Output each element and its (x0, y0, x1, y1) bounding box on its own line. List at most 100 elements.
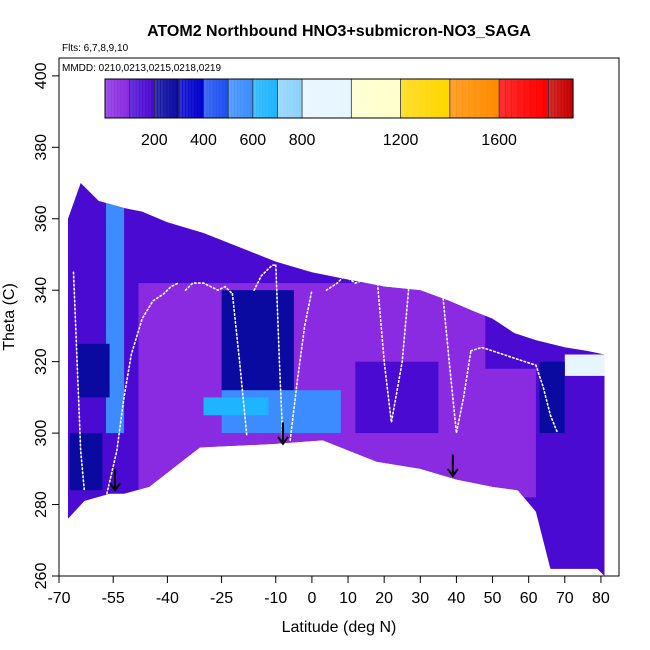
colorbar-swatch-4 (225, 79, 229, 118)
colorbar-swatch-0 (108, 79, 112, 118)
colorbar-swatch-0 (123, 79, 128, 118)
colorbar-swatch-12 (505, 79, 513, 118)
colorbar-swatch-10 (443, 79, 451, 118)
x-tick-label: 80 (592, 590, 610, 607)
annotation-arrow-0 (109, 468, 121, 492)
colorbar-swatch-13 (560, 79, 565, 118)
colorbar-swatch-11 (474, 79, 482, 118)
colorbar-swatch-7 (298, 79, 303, 118)
colorbar-swatch-4 (209, 79, 214, 118)
colorbar-swatch-3 (178, 79, 183, 118)
colorbar-swatch-11 (449, 79, 457, 118)
y-tick-label: 320 (33, 348, 50, 375)
colorbar-swatch-7 (289, 79, 294, 118)
colorbar-swatch-1 (151, 79, 155, 118)
x-tick-label: -25 (210, 590, 233, 607)
colorbar-swatch-7 (277, 79, 282, 118)
x-tick-label: 70 (556, 590, 574, 607)
y-tick-label: 300 (33, 420, 50, 447)
colorbar-swatch-8 (314, 79, 322, 118)
heatmap-region-10 (355, 361, 439, 434)
colorbar-swatch-2 (172, 79, 177, 118)
colorbar-swatch-8 (320, 79, 328, 118)
colorbar-swatch-8 (302, 79, 309, 118)
colorbar-swatch-5 (249, 79, 254, 118)
colorbar-swatch-4 (218, 79, 223, 118)
colorbar-swatch-13 (563, 79, 568, 118)
colorbar-swatch-10 (425, 79, 432, 118)
x-tick-label: 40 (448, 590, 466, 607)
heatmap-region-5 (106, 200, 125, 434)
heatmap-region-7 (564, 354, 605, 376)
y-tick-label: 400 (33, 62, 50, 89)
colorbar-swatch-11 (462, 79, 469, 118)
x-tick-label: 0 (307, 590, 316, 607)
y-tick-label: 360 (33, 205, 50, 232)
colorbar-tick-label: 800 (289, 132, 316, 149)
colorbar-swatch-0 (126, 79, 131, 118)
axes: -70 -55 -40 -25 -10 0 10 20 30 40 50 60 70 80 260 280 30… (33, 62, 610, 607)
x-axis-label: Latitude (deg N) (282, 619, 397, 636)
heatmap-region-4 (203, 397, 269, 416)
colorbar-swatch-13 (569, 79, 574, 118)
colorbar-swatch-7 (295, 79, 300, 118)
colorbar-swatch-7 (280, 79, 285, 118)
colorbar-swatch-11 (480, 79, 488, 118)
colorbar-swatch-4 (215, 79, 220, 118)
flight-track-9 (441, 285, 472, 434)
colorbar-swatch-13 (551, 79, 556, 118)
colorbar-swatch-9 (382, 79, 389, 118)
colorbar-swatch-10 (419, 79, 426, 118)
colorbar-swatch-8 (345, 79, 352, 118)
flights-subtitle: Flts: 6,7,8,9,10 (62, 43, 129, 54)
colorbar-swatch-0 (105, 79, 109, 118)
flight-track-2 (231, 292, 248, 438)
colorbar-swatch-11 (492, 79, 500, 118)
colorbar-swatch-2 (166, 79, 171, 118)
colorbar-swatch-8 (332, 79, 340, 118)
colorbar-swatch-1 (129, 79, 134, 118)
colorbar-tick-label: 1600 (481, 132, 517, 149)
colorbar-swatch-9 (375, 79, 383, 118)
colorbar-swatch-6 (268, 79, 272, 118)
x-tick-label: -40 (156, 590, 179, 607)
flight-track-1 (184, 282, 234, 295)
flight-track-12 (72, 271, 86, 492)
y-tick-label: 280 (33, 491, 50, 518)
colorbar-swatch-10 (412, 79, 420, 118)
colorbar-swatch-6 (262, 79, 266, 118)
colorbar-swatch-7 (286, 79, 291, 118)
colorbar-swatch-11 (486, 79, 494, 118)
colorbar-swatch-12 (536, 79, 543, 118)
flight-track-7 (376, 275, 411, 423)
x-tick-label: 30 (411, 590, 429, 607)
colorbar-swatch-11 (468, 79, 476, 118)
colorbar-swatch-8 (339, 79, 346, 118)
colorbar-swatch-1 (138, 79, 143, 118)
colorbar-swatch-5 (243, 79, 248, 118)
colorbar-swatch-10 (437, 79, 445, 118)
colorbar-swatch-2 (154, 79, 158, 118)
y-axis-label: Theta (C) (1, 283, 18, 351)
colorbar-swatch-4 (206, 79, 211, 118)
colorbar-swatch-6 (258, 79, 263, 118)
colorbar-swatch-0 (114, 79, 118, 118)
arrow-head (109, 482, 121, 492)
colorbar-tick-label: 600 (239, 132, 266, 149)
colorbar-swatch-7 (283, 79, 288, 118)
x-tick-label: -70 (47, 590, 70, 607)
colorbar-swatch-5 (237, 79, 242, 118)
y-tick-label: 380 (33, 134, 50, 161)
colorbar-swatch-4 (212, 79, 217, 118)
colorbar-swatch-1 (141, 79, 146, 118)
colorbar-swatch-4 (203, 79, 208, 118)
colorbar-swatch-6 (274, 79, 279, 118)
colorbar-swatch-9 (394, 79, 402, 118)
colorbar-swatch-11 (456, 79, 463, 118)
colorbar-swatch-13 (554, 79, 559, 118)
colorbar-swatch-12 (499, 79, 506, 118)
colorbar-swatch-1 (132, 79, 137, 118)
colorbar-swatch-9 (369, 79, 377, 118)
colorbar-swatch-2 (175, 79, 180, 118)
